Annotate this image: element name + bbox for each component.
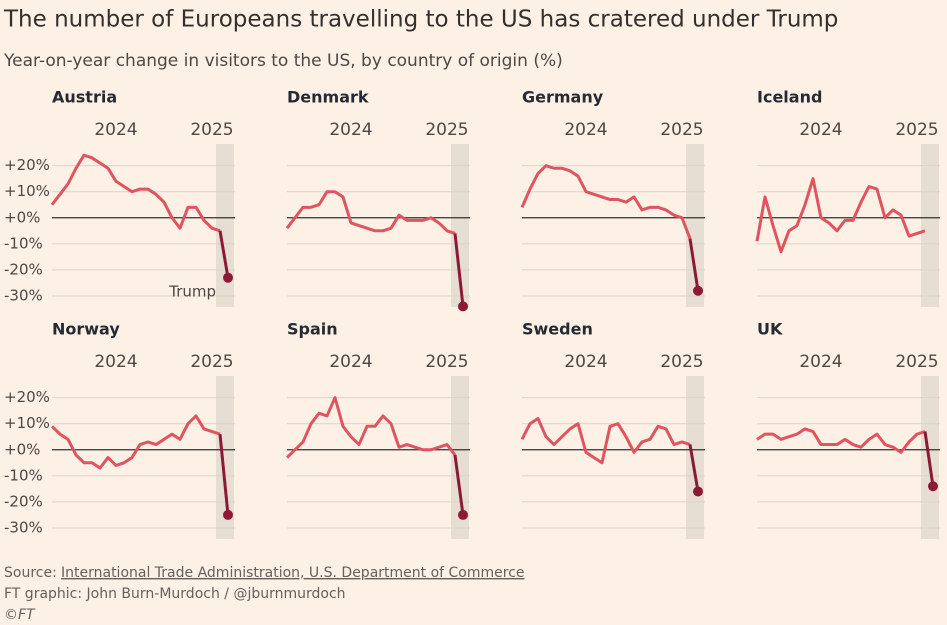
- highlight-band: [451, 144, 469, 307]
- source-label: Source:: [4, 565, 57, 581]
- credit: FT graphic: John Burn-Murdoch / @jburnmu…: [4, 586, 346, 602]
- x-tick-label: 2025: [895, 352, 938, 372]
- highlight-band: [216, 144, 234, 307]
- panel-title: Norway: [52, 320, 120, 339]
- y-tick-label: -10%: [4, 234, 43, 252]
- series-line: [520, 164, 692, 240]
- highlight-band: [686, 144, 704, 307]
- highlight-band: [451, 376, 469, 539]
- y-tick-label: +0%: [4, 208, 40, 226]
- series-line: [688, 238, 700, 291]
- x-tick-label: 2025: [190, 352, 233, 372]
- end-dot: [458, 301, 468, 312]
- end-dot: [693, 285, 703, 296]
- x-tick-label: 2025: [660, 120, 703, 140]
- series-line: [50, 414, 221, 470]
- chart-title: The number of Europeans travelling to th…: [3, 7, 838, 33]
- panel-title: Spain: [287, 320, 338, 339]
- x-tick-label: 2024: [94, 120, 137, 140]
- x-tick-label: 2024: [799, 120, 842, 140]
- series-line: [453, 233, 465, 307]
- end-dot: [928, 481, 938, 492]
- series-line: [285, 396, 457, 459]
- x-tick-label: 2024: [564, 120, 607, 140]
- chart-subtitle: Year-on-year change in visitors to the U…: [3, 51, 563, 71]
- x-tick-label: 2024: [329, 120, 372, 140]
- series-line: [453, 454, 465, 516]
- highlight-band: [921, 144, 939, 307]
- annotation: Trump: [168, 283, 216, 301]
- y-tick-label: +20%: [4, 388, 50, 406]
- panel-title: Denmark: [287, 88, 369, 107]
- panel-title: Austria: [52, 88, 117, 107]
- end-dot: [223, 509, 233, 520]
- end-dot: [458, 509, 468, 520]
- y-tick-label: -20%: [4, 492, 43, 510]
- y-tick-label: +10%: [4, 182, 50, 200]
- y-tick-label: -20%: [4, 260, 43, 278]
- panel-title: UK: [757, 320, 783, 339]
- y-tick-label: -10%: [4, 466, 43, 484]
- y-tick-label: +10%: [4, 414, 50, 432]
- y-tick-label: +0%: [4, 440, 40, 458]
- x-tick-label: 2024: [564, 352, 607, 372]
- end-dot: [223, 272, 233, 283]
- x-tick-label: 2025: [190, 120, 233, 140]
- copyright: ©FT: [4, 607, 36, 623]
- x-tick-label: 2025: [660, 352, 703, 372]
- series-line: [923, 431, 935, 487]
- series-line: [688, 444, 700, 492]
- x-tick-label: 2024: [329, 352, 372, 372]
- x-tick-label: 2025: [425, 120, 468, 140]
- y-tick-label: +20%: [4, 156, 50, 174]
- end-dot: [693, 486, 703, 497]
- series-line: [756, 427, 926, 454]
- y-tick-label: -30%: [4, 286, 43, 304]
- panel-title: Sweden: [522, 320, 593, 339]
- series-line: [50, 153, 221, 233]
- x-tick-label: 2025: [425, 352, 468, 372]
- series-line: [218, 433, 230, 516]
- source-link[interactable]: International Trade Administration, U.S.…: [61, 565, 525, 581]
- series-line: [755, 177, 926, 254]
- series-line: [218, 230, 230, 278]
- highlight-band: [686, 376, 704, 539]
- series-line: [285, 190, 456, 235]
- x-tick-label: 2024: [94, 352, 137, 372]
- x-tick-label: 2025: [895, 120, 938, 140]
- highlight-band: [216, 376, 234, 539]
- series-line: [520, 416, 691, 465]
- x-tick-label: 2024: [799, 352, 842, 372]
- panel-title: Iceland: [757, 88, 822, 107]
- y-tick-label: -30%: [4, 518, 43, 536]
- panel-title: Germany: [522, 88, 604, 107]
